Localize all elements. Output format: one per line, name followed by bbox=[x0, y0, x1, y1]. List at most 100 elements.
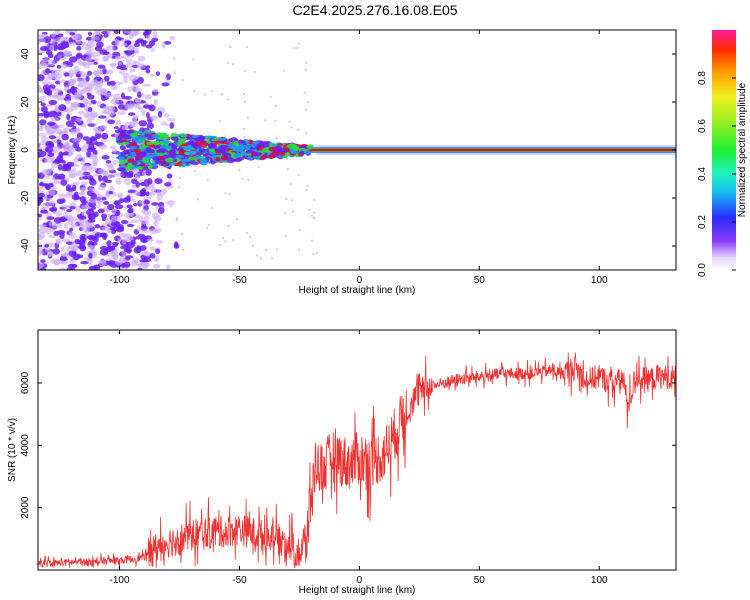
x-tick-label: 50 bbox=[474, 575, 486, 586]
noise-speck bbox=[269, 95, 272, 98]
noise-speck bbox=[145, 68, 151, 74]
noise-speck bbox=[107, 245, 115, 250]
noise-speck bbox=[39, 183, 48, 187]
noise-speck bbox=[48, 234, 57, 239]
noise-speck bbox=[143, 215, 150, 220]
noise-speck bbox=[93, 123, 98, 127]
band-blob bbox=[260, 155, 267, 160]
noise-speck bbox=[173, 57, 176, 60]
band-blob bbox=[221, 156, 227, 161]
noise-speck bbox=[164, 182, 172, 187]
noise-speck bbox=[102, 175, 108, 183]
x-axis-label: Height of straight line (km) bbox=[299, 285, 416, 296]
noise-speck bbox=[177, 186, 180, 189]
noise-speck bbox=[130, 259, 138, 267]
noise-speck bbox=[86, 92, 92, 97]
noise-speck bbox=[255, 254, 258, 257]
noise-speck bbox=[179, 176, 182, 179]
noise-speck bbox=[75, 117, 83, 122]
band-blob bbox=[142, 166, 149, 170]
noise-speck bbox=[76, 78, 83, 83]
noise-speck bbox=[153, 220, 159, 227]
noise-speck bbox=[55, 80, 61, 85]
noise-speck bbox=[41, 136, 49, 143]
noise-speck bbox=[140, 237, 149, 243]
x-tick-label: 100 bbox=[591, 575, 608, 586]
noise-speck bbox=[59, 260, 65, 265]
noise-speck bbox=[133, 50, 140, 54]
noise-speck bbox=[146, 177, 153, 185]
noise-speck bbox=[46, 227, 52, 231]
band-blob bbox=[129, 132, 139, 138]
noise-speck bbox=[107, 260, 116, 267]
noise-speck bbox=[145, 168, 152, 176]
noise-speck bbox=[231, 63, 234, 66]
noise-speck bbox=[56, 111, 62, 117]
noise-speck bbox=[80, 186, 87, 192]
noise-speck bbox=[84, 56, 93, 63]
noise-speck bbox=[305, 61, 308, 64]
noise-speck bbox=[41, 79, 49, 85]
noise-speck bbox=[76, 127, 81, 133]
noise-speck bbox=[113, 126, 119, 130]
noise-speck bbox=[284, 212, 287, 215]
x-tick-label: -100 bbox=[110, 575, 130, 586]
noise-speck bbox=[211, 90, 214, 93]
noise-speck bbox=[101, 155, 110, 160]
noise-speck bbox=[92, 70, 101, 77]
noise-speck bbox=[38, 74, 45, 82]
noise-speck bbox=[69, 227, 74, 232]
noise-speck bbox=[123, 95, 132, 100]
noise-speck bbox=[88, 187, 96, 191]
noise-speck bbox=[137, 106, 145, 111]
noise-speck bbox=[292, 210, 295, 213]
band-blob bbox=[299, 150, 306, 155]
noise-speck bbox=[145, 191, 150, 197]
noise-speck bbox=[51, 32, 56, 38]
noise-speck bbox=[130, 239, 136, 246]
noise-speck bbox=[111, 241, 120, 245]
noise-speck bbox=[139, 178, 145, 183]
noise-speck bbox=[80, 159, 86, 166]
noise-speck bbox=[75, 205, 81, 213]
noise-speck bbox=[154, 178, 163, 185]
noise-speck bbox=[85, 75, 90, 82]
noise-speck bbox=[67, 173, 76, 178]
noise-speck bbox=[80, 260, 89, 265]
noise-speck bbox=[107, 203, 115, 211]
noise-speck bbox=[77, 58, 82, 64]
noise-speck bbox=[61, 204, 71, 210]
noise-speck bbox=[121, 251, 126, 257]
noise-speck bbox=[99, 125, 108, 130]
noise-speck bbox=[232, 239, 235, 242]
noise-speck bbox=[107, 30, 115, 33]
noise-speck bbox=[46, 74, 54, 79]
noise-speck bbox=[306, 100, 309, 103]
noise-speck bbox=[306, 184, 309, 187]
noise-speck bbox=[44, 212, 53, 218]
noise-speck bbox=[72, 141, 80, 149]
noise-speck bbox=[43, 110, 50, 117]
noise-speck bbox=[48, 110, 58, 115]
noise-speck bbox=[87, 107, 93, 112]
noise-speck bbox=[152, 263, 160, 269]
noise-speck bbox=[80, 146, 89, 153]
noise-speck bbox=[74, 93, 82, 101]
noise-speck bbox=[149, 177, 152, 180]
noise-speck bbox=[97, 174, 103, 182]
noise-speck bbox=[289, 183, 292, 186]
noise-speck bbox=[69, 32, 76, 36]
noise-speck bbox=[38, 201, 41, 206]
band-blob bbox=[129, 151, 137, 157]
noise-speck bbox=[144, 94, 152, 100]
band-blob bbox=[136, 136, 145, 140]
band-blob bbox=[217, 137, 226, 141]
noise-speck bbox=[105, 159, 112, 164]
noise-speck bbox=[115, 259, 123, 266]
noise-speck bbox=[88, 166, 98, 172]
noise-speck bbox=[93, 173, 99, 177]
noise-speck bbox=[80, 181, 89, 186]
noise-speck bbox=[59, 232, 65, 240]
band-blob bbox=[154, 160, 164, 165]
noise-speck bbox=[94, 81, 99, 87]
